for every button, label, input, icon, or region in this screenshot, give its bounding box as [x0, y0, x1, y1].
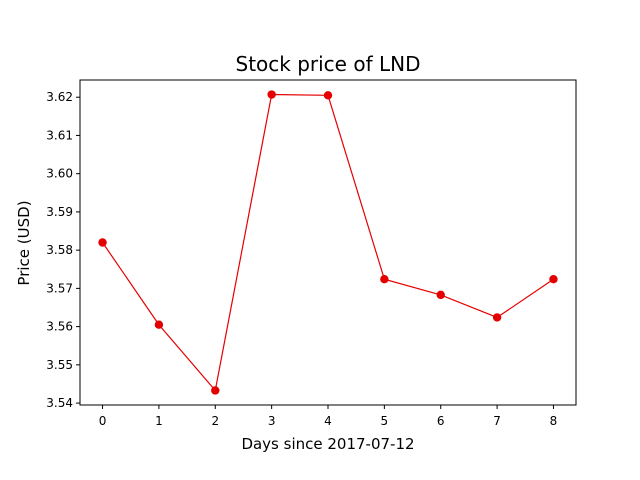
y-tick-label: 3.58: [46, 243, 73, 257]
data-point: [211, 386, 220, 395]
y-tick-label: 3.61: [46, 128, 73, 142]
x-tick-label: 5: [381, 414, 389, 428]
plot-frame: [79, 79, 577, 406]
x-tick-label: 7: [493, 414, 501, 428]
chart-title: Stock price of LND: [236, 52, 421, 76]
y-tick-label: 3.56: [46, 320, 73, 334]
x-tick-label: 6: [437, 414, 445, 428]
y-tick-label: 3.55: [46, 358, 73, 372]
data-point: [267, 90, 276, 99]
x-axis-label: Days since 2017-07-12: [241, 435, 414, 453]
y-axis-label: Price (USD): [15, 200, 33, 285]
x-tick-label: 1: [155, 414, 163, 428]
data-point: [436, 290, 445, 300]
data-point: [154, 320, 164, 329]
x-tick-label: 0: [99, 414, 107, 428]
data-point: [549, 275, 558, 284]
y-tick-label: 3.62: [46, 90, 73, 104]
y-tick-label: 3.60: [46, 167, 73, 181]
x-tick-label: 8: [550, 414, 558, 428]
data-point: [380, 275, 389, 284]
data-point: [323, 91, 333, 100]
plot-area: 0 1 2 3 4 5 6 7 8 3.54 3.55 3.56 3.57 3.58 3.59 3.60 3.6…: [46, 79, 577, 428]
data-point: [98, 238, 107, 247]
y-tick-label: 3.59: [46, 205, 73, 219]
y-tick-label: 3.54: [46, 396, 73, 410]
x-tick-label: 2: [211, 414, 219, 428]
x-tick-label: 3: [268, 414, 276, 428]
data-point: [492, 313, 502, 322]
x-tick-label: 4: [324, 414, 332, 428]
series-line: [102, 93, 554, 392]
y-tick-label: 3.57: [46, 281, 73, 295]
